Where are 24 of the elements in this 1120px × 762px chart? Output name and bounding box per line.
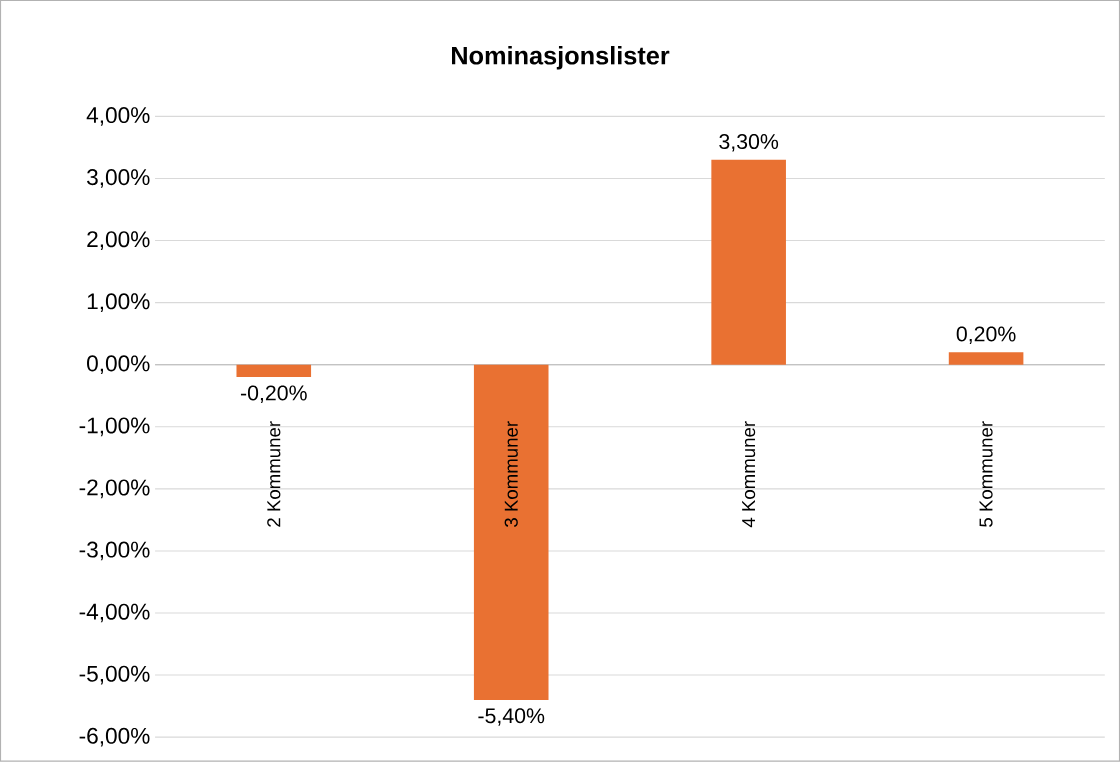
y-tick-label: -5,00% xyxy=(79,665,150,685)
y-tick-label: 4,00% xyxy=(86,107,150,126)
x-tick-label: 2 Kommuner xyxy=(267,421,281,527)
x-tick-label: 4 Kommuner xyxy=(742,421,756,528)
y-tick-label: -6,00% xyxy=(79,727,150,747)
y-tick-label: -3,00% xyxy=(79,541,150,561)
bar xyxy=(948,352,1024,365)
bar xyxy=(473,364,549,701)
x-tick-label: 3 Kommuner xyxy=(504,421,518,528)
y-tick-label: 1,00% xyxy=(87,293,150,313)
y-tick-label: 2,00% xyxy=(87,231,150,251)
data-label: -5,40% xyxy=(478,708,545,726)
y-tick-label: -2,00% xyxy=(79,479,150,499)
data-label: -0,20% xyxy=(240,385,307,404)
bar xyxy=(711,160,786,365)
y-tick-label: -4,00% xyxy=(79,603,150,623)
y-tick-label: 0,00% xyxy=(87,355,150,375)
chart-title: Nominasjonslister xyxy=(452,46,670,70)
data-label: 3,30% xyxy=(719,134,779,152)
bar xyxy=(236,364,312,378)
x-tick-label: 5 Kommuner xyxy=(979,421,993,528)
y-tick-label: -1,00% xyxy=(79,417,150,437)
data-label: 0,20% xyxy=(956,326,1016,345)
y-tick-label: 3,00% xyxy=(87,169,150,189)
